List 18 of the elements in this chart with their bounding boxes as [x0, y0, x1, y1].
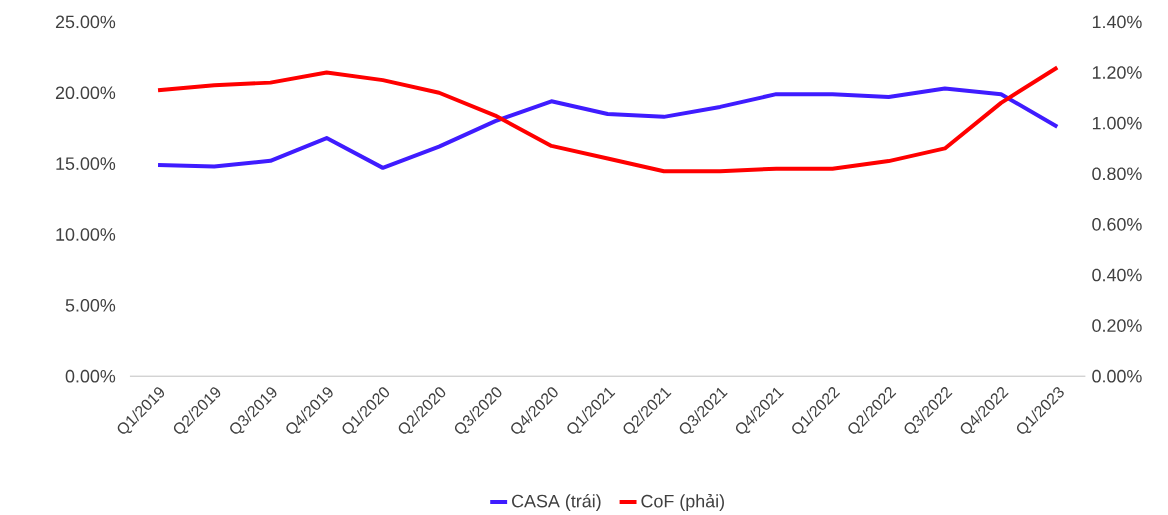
y2-tick-label: 0.00% [1092, 370, 1142, 383]
y-tick-label: 15.00% [56, 157, 116, 171]
y2-tick-label: 0.20% [1092, 319, 1142, 333]
y2-tick-label: 1.40% [1092, 15, 1142, 29]
y-tick-label: 20.00% [55, 86, 116, 100]
y-tick-label: 25.00% [55, 15, 116, 29]
y-tick-label: 10.00% [56, 228, 116, 242]
legend-label: CASA (trái) [512, 494, 601, 512]
y2-tick-label: 0.40% [1092, 268, 1142, 282]
y2-tick-label: 0.60% [1092, 218, 1142, 231]
legend-label: CoF (phải) [641, 494, 724, 512]
y2-tick-label: 1.20% [1092, 66, 1142, 80]
y2-tick-label: 1.00% [1092, 117, 1142, 130]
line-series [156, 86, 1060, 171]
y2-tick-label: 0.80% [1092, 167, 1142, 181]
y-tick-label: 5.00% [65, 299, 116, 312]
line-series [156, 65, 1060, 174]
y-tick-label: 0.00% [65, 370, 116, 383]
